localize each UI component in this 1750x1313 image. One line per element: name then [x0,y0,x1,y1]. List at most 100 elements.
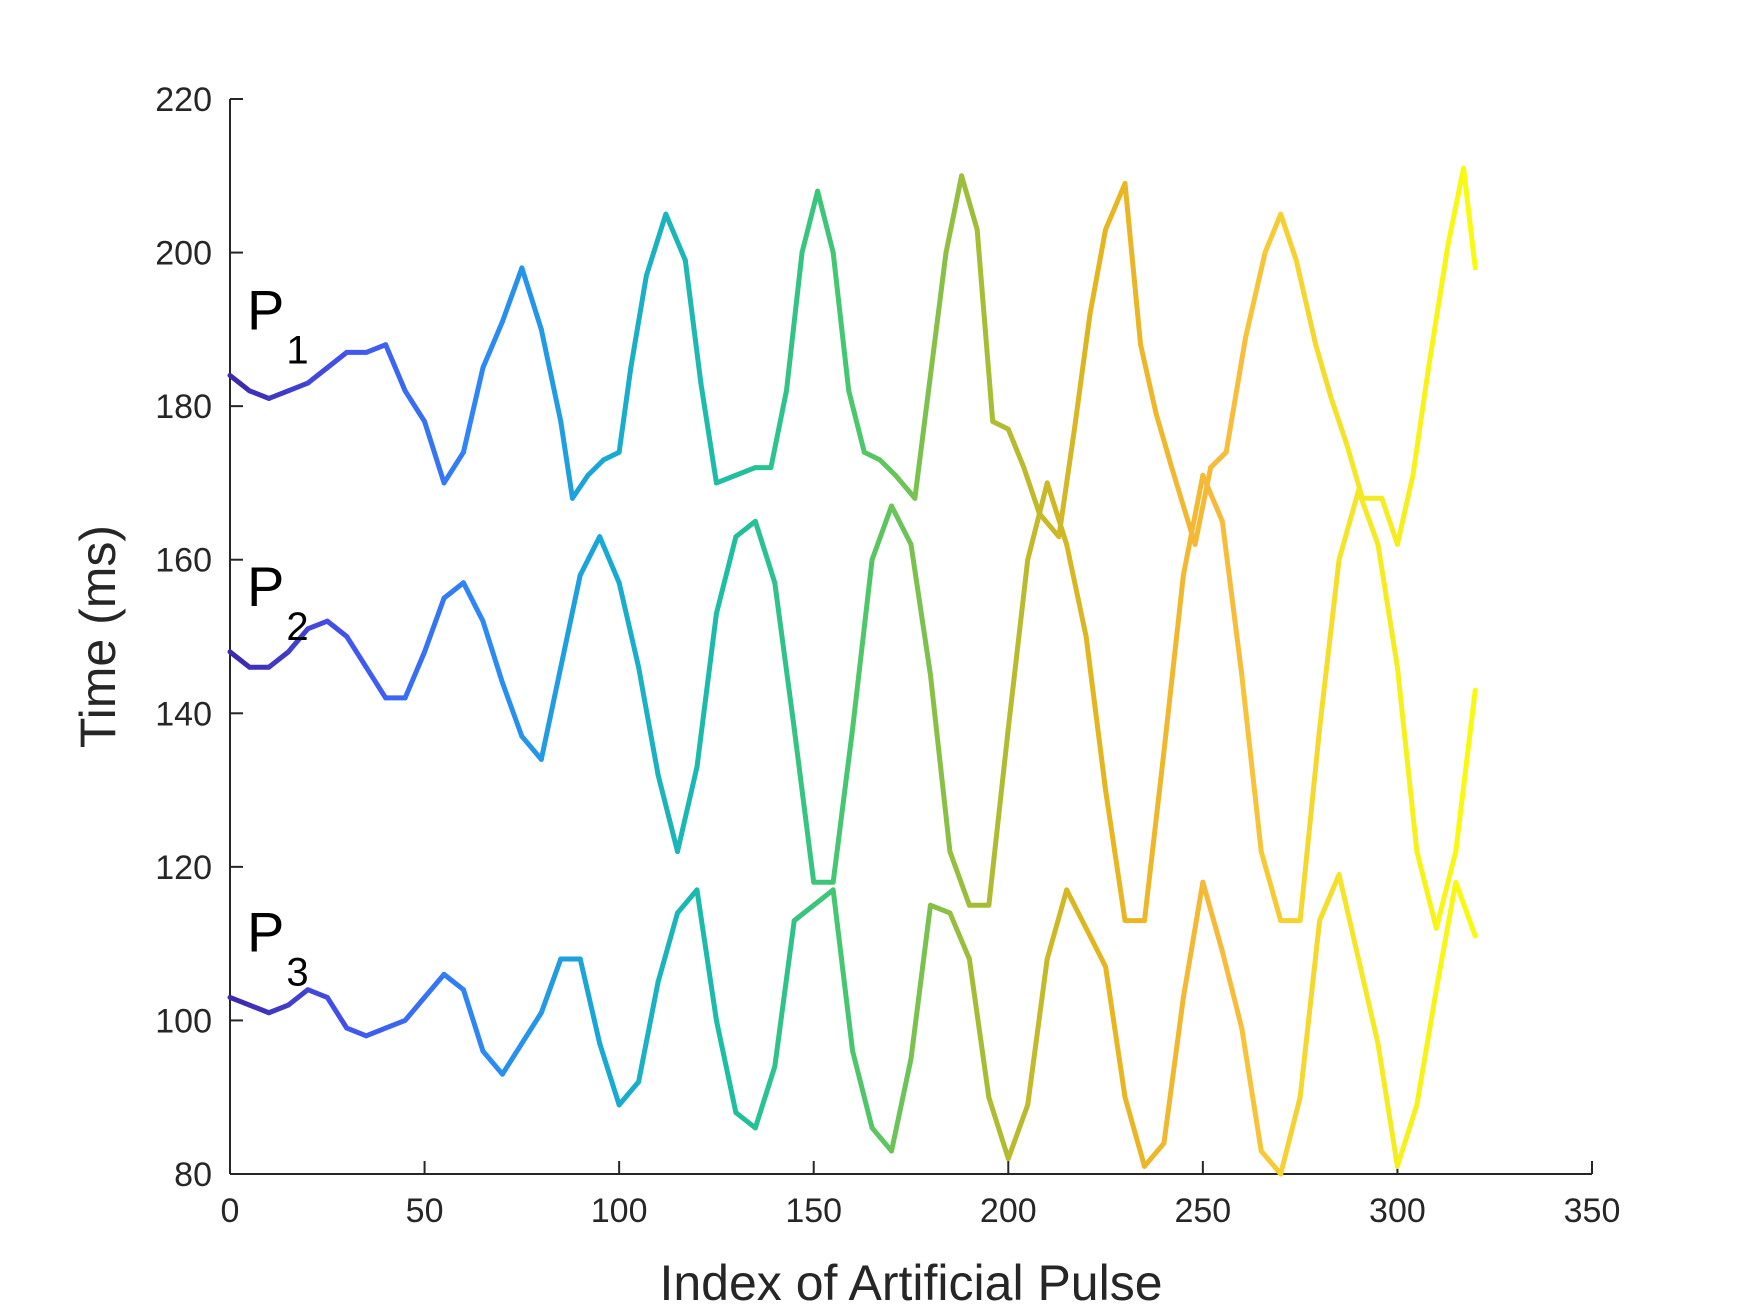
series-segment [815,188,836,256]
series-segment [266,388,291,401]
series-segment [1379,495,1400,547]
series-segment [1056,426,1077,540]
series-segment [908,902,933,1062]
series-segment [1336,872,1362,962]
series-layer [227,165,1478,1177]
series-segment [830,250,852,394]
series-segment [1005,426,1027,471]
series-segment [1138,342,1159,417]
series-segment [1200,879,1225,954]
series-segment [1433,879,1459,993]
series-segment [597,534,622,586]
series-segment [772,580,797,732]
x-axis-ticks: 0 50 100 150 200 250 300 350 [221,1161,1620,1230]
series-segment [713,534,739,616]
series-segment [1122,1094,1147,1169]
series-segment [752,518,778,586]
series-segment [1445,165,1467,248]
series-segment [698,380,719,486]
series-segment [1192,465,1214,547]
series-segment [1005,1102,1031,1162]
series-segment [1258,849,1284,924]
series-segment [877,457,898,478]
y-tick-label: 200 [155,235,212,273]
series-segment [1219,518,1245,678]
series-segment [1239,1025,1264,1154]
series-label-subscript: 1 [286,328,308,372]
series-segment [1087,227,1109,317]
series-segment [402,649,428,701]
series-segment [1239,672,1264,854]
series-segment [305,618,330,632]
series-segment [402,388,428,424]
series-segment [713,472,739,486]
series-segment [519,733,544,762]
series-segment [499,265,525,325]
series-segment [943,173,965,256]
series-segment [947,849,972,908]
series-segment [422,595,447,655]
series-segment [480,618,505,686]
series-segment [305,365,330,386]
series-segment [266,649,291,670]
series-segment [966,956,992,1100]
series-segment [1356,488,1381,547]
series-segment [655,772,681,854]
series-line [227,472,1478,931]
y-tick-label: 80 [174,1156,212,1194]
series-segment [846,388,867,455]
x-tick-label: 150 [785,1192,842,1230]
series-segment [986,726,1011,908]
series-segment [1453,687,1478,854]
series-segment [402,994,428,1023]
series-segment [227,649,252,670]
series-segment [892,472,918,501]
y-tick-label: 100 [155,1002,212,1040]
series-line [227,165,1478,547]
series-segment [713,1017,739,1116]
series-segment [1414,849,1439,931]
series-segment [636,664,661,778]
series-segment [1161,994,1186,1146]
x-axis-title: Index of Artificial Pulse [659,1255,1162,1311]
series-segment [1426,242,1451,371]
series-segment [1021,465,1042,517]
series-segment [889,503,914,547]
series-segment [1262,211,1284,256]
series-segment [986,1094,1011,1162]
series-segment [830,887,856,1054]
series-segment [1005,557,1031,732]
series-segment [1293,257,1319,348]
series-segment [1103,180,1128,233]
series-segment [1414,987,1439,1108]
x-tick-label: 50 [406,1192,444,1230]
series-segment [655,910,681,985]
series-segment [597,1040,622,1108]
series-segment [733,465,758,478]
series-segment [1313,342,1334,401]
series-segment [694,887,719,1023]
series-segment [363,1025,389,1039]
series-label: P1 [247,278,309,372]
series-segment [1044,480,1070,547]
series-segment [675,887,700,916]
series-segment [889,1056,914,1154]
series-label-subscript: 3 [286,950,308,994]
series-segment [519,265,544,332]
series-segment [772,918,797,1069]
series-label-main: P [247,555,284,618]
series-segment [1044,887,1070,962]
series-segment [1278,211,1299,263]
series-segment [616,580,642,670]
series-segment [1317,872,1342,924]
series-segment [616,1079,642,1108]
series-segment [1336,488,1362,563]
series-segment [1036,511,1062,540]
series-segment [752,1064,778,1131]
series-segment [927,672,953,854]
series-segment [344,634,369,670]
series-segment [869,503,895,563]
series-segment [499,680,525,739]
series-segment [577,956,603,1046]
y-tick-label: 120 [155,849,212,887]
